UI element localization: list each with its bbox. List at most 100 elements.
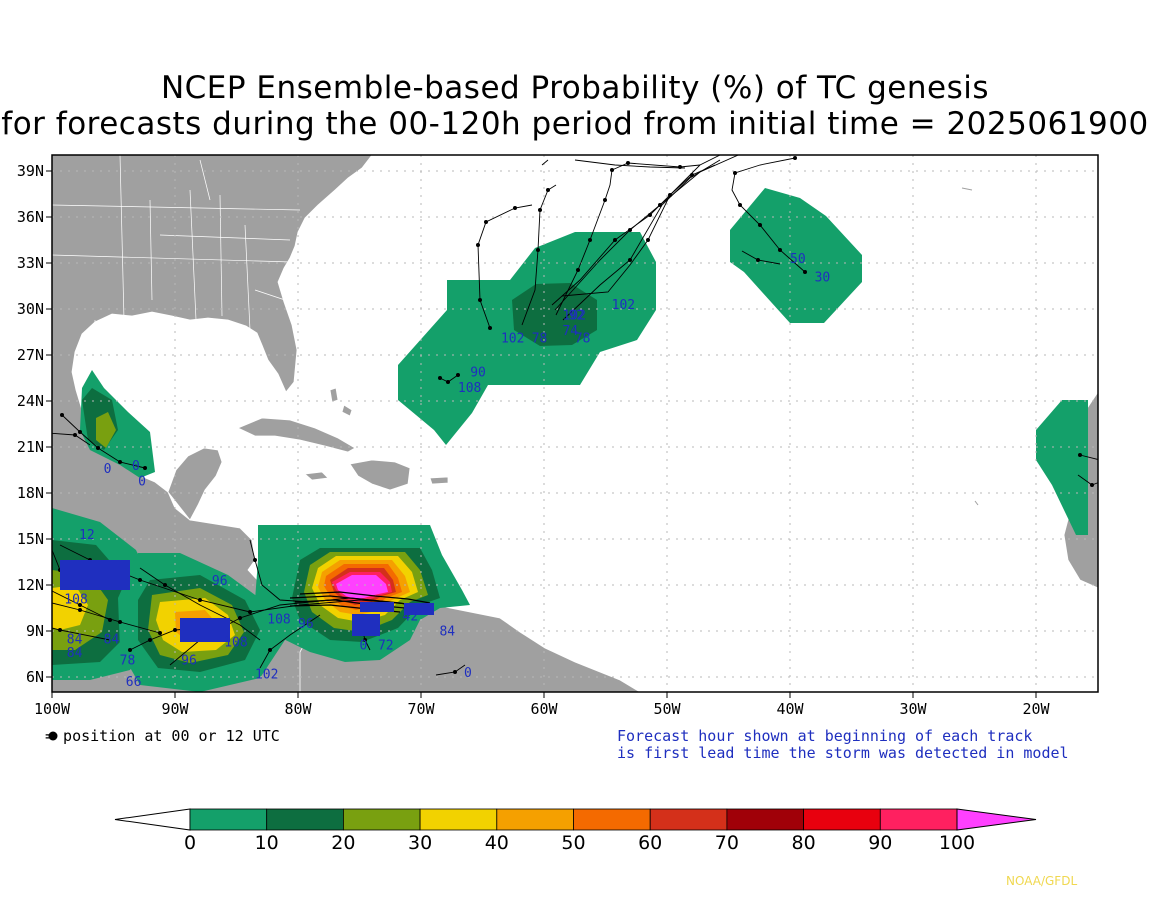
track-label: 96: [298, 617, 314, 632]
track-label: 92: [569, 309, 585, 324]
track-label: 42: [403, 609, 419, 624]
lat-label: 39N: [17, 162, 44, 180]
track-points: [58, 156, 1094, 674]
legend-note: = position at 00 or 12 UTC: [45, 727, 280, 745]
track-label: 0: [360, 638, 368, 653]
track-label: 74: [562, 324, 578, 339]
track-label: 50: [790, 252, 806, 267]
lat-label: 15N: [17, 530, 44, 548]
track-label: 108: [267, 612, 290, 627]
colorbar-label: 80: [791, 832, 816, 854]
track-label: 0: [138, 474, 146, 489]
lat-label: 33N: [17, 254, 44, 272]
lon-label: 30W: [899, 700, 927, 718]
title-line-2: for forecasts during the 00-120h period …: [1, 106, 1149, 142]
colorbar-label: 70: [714, 832, 739, 854]
colorbar-swatch: [496, 808, 574, 831]
track-label: 96: [212, 574, 228, 589]
colorbar: [114, 808, 1037, 831]
colorbar-swatch: [649, 808, 728, 831]
track-label: 78: [532, 332, 548, 347]
track-label: 0: [464, 666, 472, 681]
colorbar-label: 90: [868, 832, 893, 854]
lat-label: 18N: [17, 484, 44, 502]
lat-label: 36N: [17, 208, 44, 226]
colorbar-swatch: [189, 808, 268, 831]
lon-label: 70W: [407, 700, 435, 718]
track-label: 78: [120, 654, 136, 669]
track-label: 108: [64, 592, 87, 607]
lat-label: 9N: [26, 622, 44, 640]
track-label: 84: [67, 632, 83, 647]
track-label: 102: [562, 309, 585, 324]
lon-label: 100W: [34, 700, 71, 718]
colorbar-swatch: [879, 808, 958, 831]
track-label: 102: [255, 668, 278, 683]
colorbar-swatch: [266, 808, 344, 831]
lat-label: 30N: [17, 300, 44, 318]
colorbar-swatch: [803, 808, 881, 831]
genesis-area-northeast-atlantic: [730, 188, 862, 323]
colorbar-extend-high: [956, 808, 1037, 831]
track-label: 84: [104, 632, 120, 647]
track-label: 102: [501, 332, 524, 347]
track-label: 108: [224, 635, 247, 650]
position-dot-icon: [48, 731, 58, 741]
lon-label: 90W: [161, 700, 189, 718]
colorbar-label: 0: [183, 832, 197, 854]
colorbar-label: 60: [638, 832, 663, 854]
lon-labels: 100W 90W 80W 70W 60W 50W 40W 30W 20W: [34, 700, 1051, 718]
lat-label: 12N: [17, 576, 44, 594]
colorbar-swatch: [342, 808, 421, 831]
track-label: 84: [67, 646, 83, 661]
lat-label: 6N: [26, 668, 44, 686]
jamaica-land: [304, 471, 329, 481]
track-label: 66: [126, 675, 142, 690]
map-frame: [51, 154, 1099, 693]
colorbar-swatch: [573, 808, 651, 831]
genesis-area-central-atlantic: [398, 232, 656, 445]
genesis-core-central-atlantic: [512, 283, 597, 346]
credit: NOAA/GFDL: [1006, 874, 1078, 888]
lat-labels: 39N 36N 33N 30N 27N 24N 21N 18N 15N 12N …: [17, 162, 44, 686]
lat-label: 27N: [17, 346, 44, 364]
track-label: 0: [104, 462, 112, 477]
track-label: 30: [815, 270, 831, 285]
colorbar-label: 20: [331, 832, 356, 854]
colorbar-label: 30: [408, 832, 433, 854]
colorbar-swatch: [419, 808, 498, 831]
track-label: 72: [378, 638, 394, 653]
map-grid: [52, 155, 1098, 692]
lon-ticks: [51, 692, 1037, 698]
forecast-hour-note-1: Forecast hour shown at beginning of each…: [617, 727, 1033, 745]
colorbar-extend-low: [114, 808, 191, 831]
colorbar-swatch: [726, 808, 805, 831]
yucatan-land: [167, 447, 223, 521]
puerto-rico-land: [429, 476, 449, 485]
lat-label: 24N: [17, 392, 44, 410]
track-label: 84: [439, 625, 455, 640]
lon-label: 60W: [530, 700, 558, 718]
lon-label: 20W: [1022, 700, 1050, 718]
bahamas-land-2: [341, 404, 353, 417]
bahamas-land: [329, 387, 339, 403]
lat-ticks: [46, 170, 52, 678]
track-label: 108: [458, 381, 481, 396]
hispaniola-land: [349, 459, 411, 491]
colorbar-label: 50: [561, 832, 586, 854]
title-line-1: NCEP Ensemble-based Probability (%) of T…: [160, 70, 990, 106]
track-label: 78: [575, 332, 591, 347]
state-borders: [52, 155, 301, 471]
track-label: 96: [181, 654, 197, 669]
track-label: 0: [132, 459, 140, 474]
colorbar-label: 40: [484, 832, 509, 854]
lon-label: 40W: [776, 700, 804, 718]
lon-label: 50W: [653, 700, 681, 718]
forecast-hour-note-2: is first lead time the storm was detecte…: [617, 744, 1069, 762]
colorbar-label: 100: [938, 832, 976, 854]
forecast-hour-cluster: [60, 560, 434, 642]
track-label: 102: [612, 298, 635, 313]
lat-label: 21N: [17, 438, 44, 456]
